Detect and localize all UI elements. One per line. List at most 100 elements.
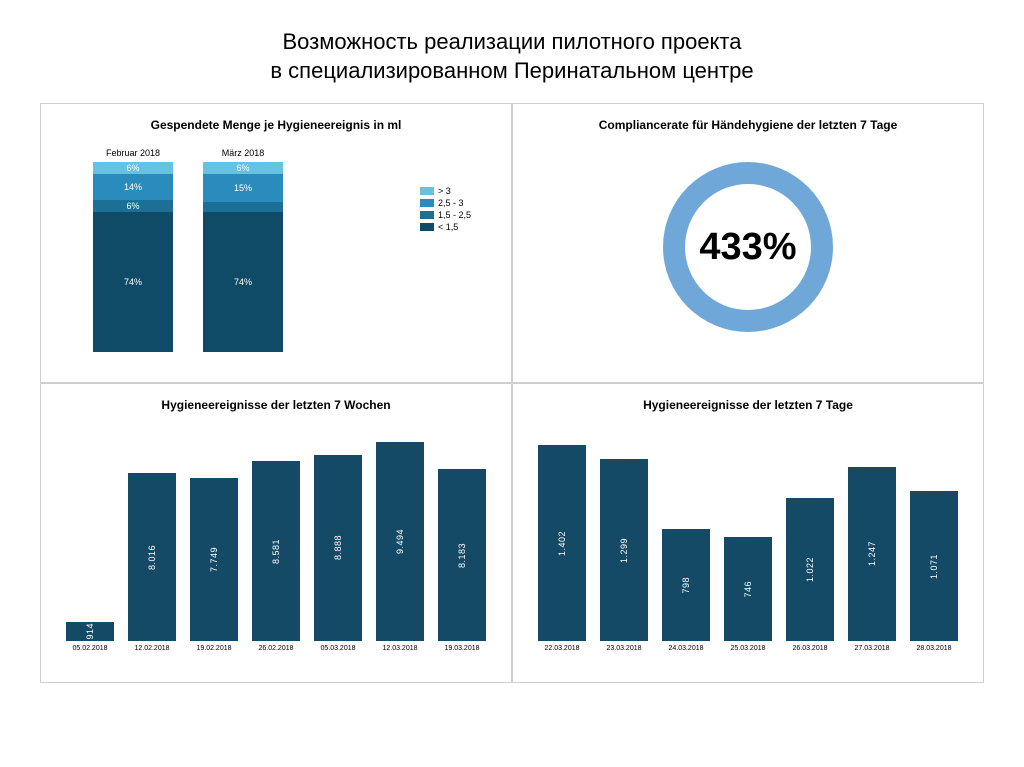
bar-column: 914 05.02.2018: [63, 622, 117, 652]
bar-x-label: 23.03.2018: [606, 645, 641, 652]
bar-value-label: 1.022: [805, 557, 815, 582]
bar: 1.247: [848, 467, 896, 642]
donut-wrap: 433%: [525, 142, 971, 352]
chart-grid: Gespendete Menge je Hygieneereignis in m…: [0, 103, 1024, 683]
bar-x-label: 24.03.2018: [668, 645, 703, 652]
bar-value-label: 9.494: [395, 529, 405, 554]
bar-column: 7.749 19.02.2018: [187, 478, 241, 652]
panel-donut: Compliancerate für Händehygiene der letz…: [512, 103, 984, 383]
bar: 8.183: [438, 469, 486, 641]
panel-title-days: Hygieneereignisse der letzten 7 Tage: [525, 398, 971, 412]
bar-value-label: 1.247: [867, 541, 877, 566]
bar-x-label: 26.03.2018: [792, 645, 827, 652]
bar-x-label: 22.03.2018: [544, 645, 579, 652]
bar-value-label: 914: [85, 623, 95, 640]
stacked-segment: 74%: [93, 212, 173, 353]
panel-bars-weeks: Hygieneereignisse der letzten 7 Wochen 9…: [40, 383, 512, 683]
bar-column: 1.247 27.03.2018: [845, 467, 899, 653]
stacked-legend: > 3 2,5 - 3 1,5 - 2,5 < 1,5: [420, 184, 471, 234]
legend-label: > 3: [438, 186, 451, 196]
stacked-column: Februar 20186%14%6%74%: [93, 148, 173, 352]
stacked-segment: 74%: [203, 212, 283, 353]
legend-label: 2,5 - 3: [438, 198, 464, 208]
bar-value-label: 8.183: [457, 543, 467, 568]
page-title: Возможность реализации пилотного проекта…: [0, 0, 1024, 103]
panel-title-stacked: Gespendete Menge je Hygieneereignis in m…: [53, 118, 499, 132]
bar-column: 1.299 23.03.2018: [597, 459, 651, 652]
bar-column: 8.581 26.02.2018: [249, 461, 303, 652]
bar-x-label: 19.03.2018: [444, 645, 479, 652]
bar-value-label: 8.888: [333, 535, 343, 560]
bar-x-label: 27.03.2018: [854, 645, 889, 652]
bar: 1.022: [786, 498, 834, 641]
bar-column: 8.183 19.03.2018: [435, 469, 489, 652]
stacked-segment: [203, 202, 283, 212]
stacked-column-header: Februar 2018: [106, 148, 160, 158]
bar-value-label: 798: [681, 577, 691, 594]
bar-value-label: 746: [743, 581, 753, 598]
bar-value-label: 7.749: [209, 547, 219, 572]
bar: 798: [662, 529, 710, 641]
stacked-segment: 6%: [93, 200, 173, 211]
title-line-1: Возможность реализации пилотного проекта: [40, 28, 984, 57]
bar: 1.299: [600, 459, 648, 641]
bar-x-label: 28.03.2018: [916, 645, 951, 652]
bar-column: 1.402 22.03.2018: [535, 445, 589, 652]
legend-label: < 1,5: [438, 222, 458, 232]
bar-x-label: 05.02.2018: [72, 645, 107, 652]
bar: 1.071: [910, 491, 958, 641]
bar: 746: [724, 537, 772, 641]
stacked-segment: 14%: [93, 174, 173, 201]
title-line-2: в специализированном Перинатальном центр…: [40, 57, 984, 86]
bar-column: 8.888 05.03.2018: [311, 455, 365, 653]
legend-swatch: [420, 211, 434, 219]
bar: 8.016: [128, 473, 176, 641]
stacked-segment: 15%: [203, 174, 283, 203]
stacked-segment: 6%: [203, 162, 283, 173]
bars-days-area: 1.402 22.03.2018 1.299 23.03.2018 798 24.03.2…: [525, 422, 971, 652]
bar-x-label: 12.03.2018: [382, 645, 417, 652]
bar-x-label: 12.02.2018: [134, 645, 169, 652]
bar: 9.494: [376, 442, 424, 641]
bar-column: 746 25.03.2018: [721, 537, 775, 652]
legend-label: 1,5 - 2,5: [438, 210, 471, 220]
bar-value-label: 1.402: [557, 531, 567, 556]
panel-stacked-bars: Gespendete Menge je Hygieneereignis in m…: [40, 103, 512, 383]
bar-column: 1.022 26.03.2018: [783, 498, 837, 652]
bar-value-label: 8.016: [147, 545, 157, 570]
stacked-area: Februar 20186%14%6%74%März 20186%15%74%: [53, 142, 499, 352]
stacked-bar: 6%14%6%74%: [93, 162, 173, 352]
panel-bars-days: Hygieneereignisse der letzten 7 Tage 1.4…: [512, 383, 984, 683]
bar-column: 798 24.03.2018: [659, 529, 713, 652]
bar: 8.581: [252, 461, 300, 641]
stacked-bar: 6%15% 74%: [203, 162, 283, 352]
stacked-column: März 2018 6%15% 74%: [203, 148, 283, 352]
legend-item: 1,5 - 2,5: [420, 210, 471, 220]
bar-column: 9.494 12.03.2018: [373, 442, 427, 652]
bar-x-label: 25.03.2018: [730, 645, 765, 652]
legend-swatch: [420, 223, 434, 231]
bar-value-label: 8.581: [271, 539, 281, 564]
bar-x-label: 05.03.2018: [320, 645, 355, 652]
donut-ring: 433%: [663, 162, 833, 332]
bar-value-label: 1.071: [929, 554, 939, 579]
bar-x-label: 19.02.2018: [196, 645, 231, 652]
legend-item: > 3: [420, 186, 471, 196]
legend-item: < 1,5: [420, 222, 471, 232]
legend-swatch: [420, 199, 434, 207]
panel-title-donut: Compliancerate für Händehygiene der letz…: [525, 118, 971, 132]
bar: 7.749: [190, 478, 238, 641]
stacked-column-header: März 2018: [222, 148, 265, 158]
bar-x-label: 26.02.2018: [258, 645, 293, 652]
panel-title-weeks: Hygieneereignisse der letzten 7 Wochen: [53, 398, 499, 412]
bar: 1.402: [538, 445, 586, 641]
bar-column: 8.016 12.02.2018: [125, 473, 179, 652]
bar-column: 1.071 28.03.2018: [907, 491, 961, 652]
bar: 914: [66, 622, 114, 641]
donut-value: 433%: [685, 184, 811, 310]
legend-swatch: [420, 187, 434, 195]
legend-item: 2,5 - 3: [420, 198, 471, 208]
stacked-segment: 6%: [93, 162, 173, 173]
bar-value-label: 1.299: [619, 538, 629, 563]
bars-weeks-area: 914 05.02.2018 8.016 12.02.2018 7.749 19.02.2…: [53, 422, 499, 652]
